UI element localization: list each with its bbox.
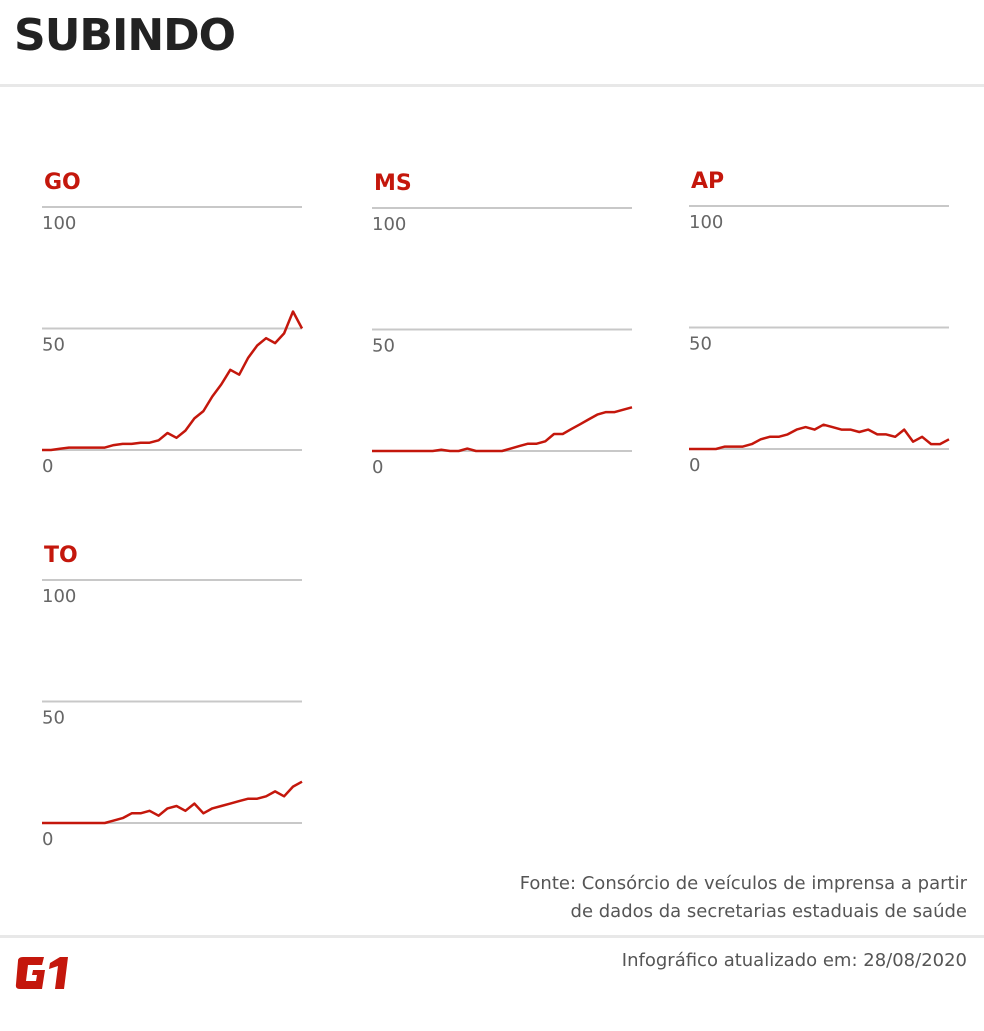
y-tick-label: 0 xyxy=(372,457,383,478)
chart-title: GO xyxy=(44,170,81,195)
line-chart: 100 50 0 xyxy=(42,206,304,477)
line-chart: 100 50 0 xyxy=(372,207,633,478)
y-tick-label: 100 xyxy=(42,586,76,607)
g1-logo xyxy=(14,955,74,995)
series-line xyxy=(372,406,633,453)
y-tick-label: 50 xyxy=(689,334,712,355)
y-tick-label: 0 xyxy=(42,829,53,850)
line-chart: 100 50 0 xyxy=(42,579,303,850)
chart-panel: AP 100 50 0 xyxy=(689,169,959,476)
header-divider xyxy=(0,84,984,87)
source-line-1: Fonte: Consórcio de veículos de imprensa… xyxy=(519,873,967,894)
series-line xyxy=(42,780,303,825)
y-tick-label: 50 xyxy=(42,335,65,356)
y-tick-label: 100 xyxy=(372,214,406,235)
chart-title: MS xyxy=(374,171,412,196)
chart-title: AP xyxy=(691,169,725,194)
source-note: Fonte: Consórcio de veículos de imprensa… xyxy=(520,870,967,926)
y-tick-label: 50 xyxy=(372,336,395,357)
line-chart: 100 50 0 xyxy=(689,205,950,476)
chart-panel: GO 100 50 0 xyxy=(42,170,312,477)
y-tick-label: 50 xyxy=(42,708,65,729)
series-line xyxy=(42,310,304,452)
y-tick-label: 0 xyxy=(689,455,700,476)
updated-date: Infográfico atualizado em: 28/08/2020 xyxy=(621,950,967,971)
series-line xyxy=(689,423,950,451)
y-tick-label: 0 xyxy=(42,456,53,477)
chart-title: TO xyxy=(44,543,78,568)
page-title: SUBINDO xyxy=(14,10,236,61)
chart-panel: TO 100 50 0 xyxy=(42,543,312,850)
y-tick-label: 100 xyxy=(689,212,723,233)
chart-panel: MS 100 50 0 xyxy=(372,171,642,478)
source-line-2: de dados da secretarias estaduais de saú… xyxy=(570,901,967,922)
y-tick-label: 100 xyxy=(42,213,76,234)
footer-divider xyxy=(0,935,984,938)
